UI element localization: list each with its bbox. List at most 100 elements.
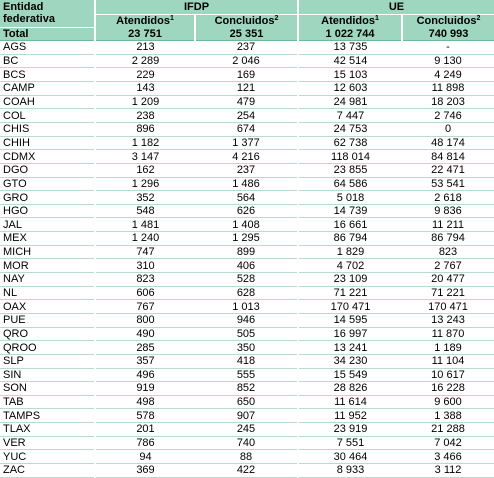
table-row: DGO 162 237 23 855 22 471 — [0, 163, 494, 178]
table-row: MICH 747 899 1 829 823 — [0, 245, 494, 260]
ifdp-atendidos-cell: 498 — [94, 395, 195, 410]
ue-concluidos-cell: 53 541 — [402, 177, 494, 192]
ue-atendidos-cell: 16 997 — [297, 327, 402, 342]
total-ifdp-atendidos: 23 751 — [94, 27, 195, 42]
ifdp-concluidos-cell: 418 — [195, 354, 298, 369]
table-row: CDMX 3 147 4 216 118 014 84 814 — [0, 149, 494, 164]
ifdp-atendidos-cell: 369 — [94, 463, 195, 478]
ue-atendidos-cell: 15 103 — [297, 67, 402, 83]
table-row: JAL 1 481 1 408 16 661 11 211 — [0, 217, 494, 233]
ue-atendidos-cell: 13 735 — [297, 40, 402, 55]
ue-concluidos-cell: 22 471 — [402, 163, 494, 178]
ifdp-concluidos-cell: 245 — [195, 422, 298, 437]
ue-concluidos-cell: 86 794 — [402, 231, 494, 246]
entity-name-cell: CAMP — [0, 81, 95, 96]
ue-atendidos-cell: 23 109 — [297, 272, 402, 287]
table-row: HGO 548 626 14 739 9 836 — [0, 204, 494, 219]
table-row: SIN 496 555 15 549 10 617 — [0, 368, 494, 383]
ue-atendidos-cell: 118 014 — [297, 149, 402, 164]
ue-concluidos-cell: 2 767 — [402, 258, 494, 274]
ue-concluidos-cell: 823 — [402, 245, 494, 260]
ue-atendidos-cell: 15 549 — [297, 368, 402, 383]
ifdp-atendidos-cell: 1 296 — [94, 177, 195, 192]
table-row: TLAX 201 245 23 919 21 288 — [0, 422, 494, 437]
table-row: CAMP 143 121 12 603 11 898 — [0, 81, 494, 96]
group-header-ifdp: IFDP — [94, 0, 298, 15]
total-ue-concluidos: 740 993 — [401, 27, 494, 42]
entity-name-cell: CHIH — [0, 136, 95, 151]
entity-name-cell: AGS — [0, 40, 95, 55]
ue-concluidos-cell: 71 221 — [402, 286, 494, 301]
ifdp-concluidos-cell: 650 — [195, 395, 298, 410]
entity-name-cell: QRO — [0, 327, 95, 342]
entity-name-cell: YUC — [0, 449, 95, 464]
ifdp-concluidos-cell: 2 046 — [195, 54, 298, 69]
ifdp-concluidos-cell: 628 — [195, 286, 298, 301]
ue-atendidos-cell: 86 794 — [297, 231, 402, 246]
ue-atendidos-cell: 24 981 — [297, 95, 402, 110]
entity-name-cell: BC — [0, 54, 95, 69]
ue-concluidos-cell: 3 112 — [402, 463, 494, 478]
ue-atendidos-cell: 4 702 — [297, 258, 402, 274]
ifdp-concluidos-cell: 946 — [195, 313, 298, 328]
ifdp-atendidos-cell: 352 — [94, 190, 195, 205]
ue-atendidos-cell: 64 586 — [297, 177, 402, 192]
entity-name-cell: MOR — [0, 258, 95, 274]
ifdp-concluidos-cell: 479 — [195, 95, 298, 110]
ue-concluidos-cell: 13 243 — [402, 313, 494, 328]
ue-concluidos-cell: 170 471 — [402, 299, 494, 314]
table-row: SON 919 852 28 826 16 228 — [0, 381, 494, 396]
total-ifdp-concluidos: 25 351 — [194, 27, 298, 42]
ifdp-atendidos-cell: 285 — [94, 340, 195, 355]
ue-concluidos-cell: 16 228 — [402, 381, 494, 396]
entity-name-cell: QROO — [0, 340, 95, 355]
ifdp-concluidos-cell: 899 — [195, 245, 298, 260]
ue-concluidos-cell: - — [402, 40, 494, 55]
total-row: Total 23 751 25 351 1 022 744 740 993 — [0, 27, 494, 42]
ifdp-concluidos-cell: 422 — [195, 463, 298, 478]
total-label: Total — [0, 27, 95, 42]
entity-name-cell: COAH — [0, 95, 95, 110]
ue-atendidos-cell: 30 464 — [297, 449, 402, 464]
table-row: NAY 823 528 23 109 20 477 — [0, 272, 494, 287]
ue-atendidos-cell: 8 933 — [297, 463, 402, 478]
ifdp-concluidos-cell: 740 — [195, 436, 298, 451]
ifdp-atendidos-cell: 357 — [94, 354, 195, 369]
ue-atendidos-cell: 5 018 — [297, 190, 402, 205]
table-row: NL 606 628 71 221 71 221 — [0, 286, 494, 301]
total-ue-atendidos: 1 022 744 — [297, 27, 402, 42]
table-row: COAH 1 209 479 24 981 18 203 — [0, 95, 494, 110]
ifdp-atendidos-cell: 490 — [94, 327, 195, 342]
table-row: TAMPS 578 907 11 952 1 388 — [0, 408, 494, 424]
ue-concluidos-cell: 11 870 — [402, 327, 494, 342]
ue-concluidos-cell: 11 898 — [402, 81, 494, 96]
entity-name-cell: ZAC — [0, 463, 95, 478]
subheader-label: Concluidos — [416, 15, 477, 27]
table-row: PUE 800 946 14 595 13 243 — [0, 313, 494, 328]
ifdp-atendidos-cell: 3 147 — [94, 149, 195, 164]
ue-atendidos-cell: 14 595 — [297, 313, 402, 328]
ue-concluidos-cell: 11 104 — [402, 354, 494, 369]
ue-concluidos-cell: 21 288 — [402, 422, 494, 437]
ue-atendidos-cell: 11 952 — [297, 408, 402, 424]
ue-atendidos-cell: 34 230 — [297, 354, 402, 369]
ue-atendidos-cell: 23 855 — [297, 163, 402, 178]
entity-name-cell: VER — [0, 436, 95, 451]
entity-column-header: Entidad federativa — [0, 0, 95, 28]
entity-name-cell: GRO — [0, 190, 95, 205]
table-row: BC 2 289 2 046 42 514 9 130 — [0, 54, 494, 69]
ifdp-atendidos-cell: 213 — [94, 40, 195, 55]
entity-name-cell: MICH — [0, 245, 95, 260]
ifdp-atendidos-cell: 606 — [94, 286, 195, 301]
table-row: SLP 357 418 34 230 11 104 — [0, 354, 494, 369]
ifdp-atendidos-cell: 1 209 — [94, 95, 195, 110]
footnote-marker: 2 — [476, 15, 481, 22]
entity-name-cell: SON — [0, 381, 95, 396]
ue-concluidos-cell: 9 130 — [402, 54, 494, 69]
ifdp-atendidos-cell: 2 289 — [94, 54, 195, 69]
footnote-marker: 2 — [274, 15, 279, 22]
ue-concluidos-cell: 20 477 — [402, 272, 494, 287]
entity-name-cell: OAX — [0, 299, 95, 314]
